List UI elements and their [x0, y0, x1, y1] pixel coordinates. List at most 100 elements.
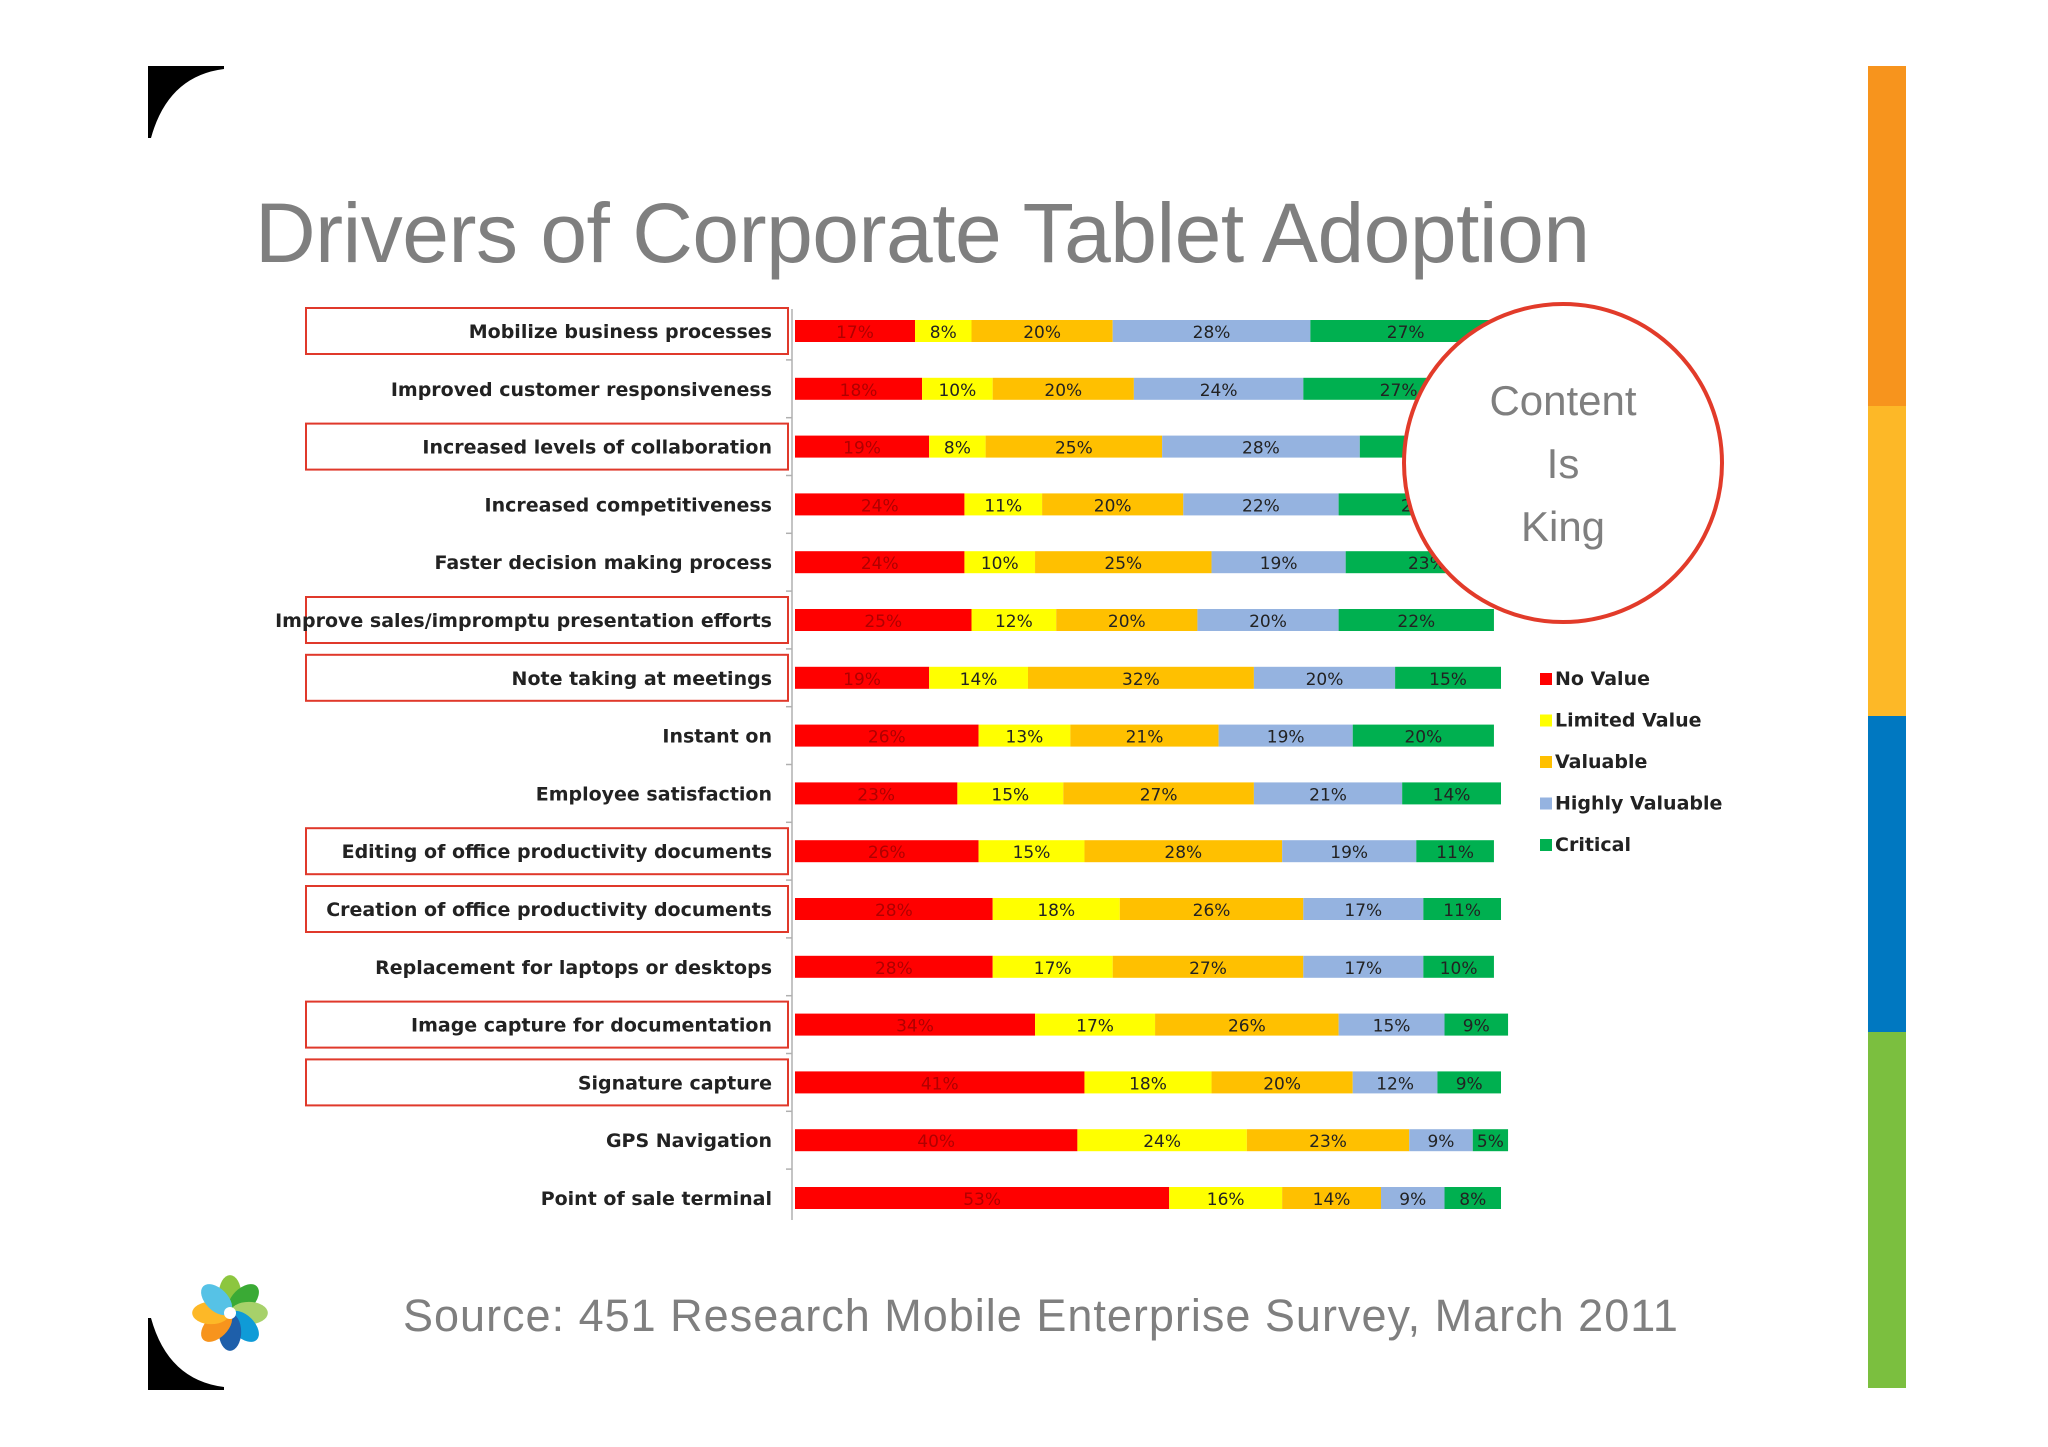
bar-segment: [1084, 840, 1283, 863]
legend-label: Critical: [1555, 834, 1631, 856]
bar-data-label: 15%: [991, 785, 1029, 805]
bar-segment: [1303, 898, 1424, 920]
bar-segment: [1070, 724, 1219, 747]
bar-segment: [1155, 1013, 1339, 1036]
bar-segment: [795, 955, 993, 978]
legend-swatch: [1540, 797, 1552, 810]
slide-title: Drivers of Corporate Tablet Adoption: [255, 186, 1590, 280]
bar-data-label: 41%: [921, 1074, 959, 1094]
bar-segment: [1246, 1129, 1410, 1152]
bar-segment: [795, 1071, 1085, 1094]
callout-line-1: Content: [1489, 376, 1637, 424]
bar-data-label: 24%: [1143, 1132, 1181, 1152]
bar-segment: [971, 609, 1057, 631]
bar-data-label: 8%: [1459, 1190, 1486, 1210]
bar-segment: [985, 435, 1163, 458]
bar-segment: [922, 377, 993, 400]
category-label: Editing of office productivity documents: [342, 841, 772, 863]
bar-segment: [1352, 724, 1494, 747]
legend-label: No Value: [1555, 668, 1650, 690]
bar-segment: [1133, 377, 1304, 400]
category-label: Creation of office productivity document…: [326, 899, 772, 921]
bar-data-label: 8%: [944, 439, 971, 459]
bar-segment: [929, 666, 1028, 689]
bar-data-label: 27%: [1189, 959, 1227, 979]
bar-segment: [1409, 1129, 1473, 1152]
bar-segment: [1035, 1013, 1156, 1036]
bar-data-label: 28%: [875, 959, 913, 979]
bar-data-label: 18%: [1037, 901, 1075, 921]
bar-segment: [1253, 666, 1396, 689]
legend-label: Highly Valuable: [1555, 793, 1722, 815]
bar-data-label: 10%: [1440, 959, 1478, 979]
category-label: Note taking at meetings: [512, 668, 772, 690]
category-label: Faster decision making process: [434, 552, 772, 574]
bar-segment: [1119, 898, 1304, 920]
bar-segment: [1035, 551, 1212, 574]
bar-segment: [1282, 840, 1417, 863]
legend-swatch: [1540, 714, 1552, 727]
bar-segment: [964, 551, 1036, 574]
accent-stripe-orange: [1868, 66, 1906, 406]
bar-segment: [1027, 666, 1254, 689]
bar-segment: [1444, 1013, 1509, 1036]
bar-segment: [1084, 1071, 1212, 1094]
category-label: Point of sale terminal: [541, 1188, 772, 1210]
bar-data-label: 11%: [1443, 901, 1481, 921]
bar-data-label: 32%: [1122, 670, 1160, 690]
bar-data-label: 28%: [1193, 323, 1231, 343]
bar-data-label: 25%: [1104, 554, 1142, 574]
callout-line-3: King: [1520, 502, 1606, 550]
bar-data-label: 20%: [1263, 1074, 1301, 1094]
bar-data-label: 16%: [1207, 1190, 1245, 1210]
highlight-box: [305, 1058, 789, 1107]
callout-line-2: Is: [1546, 439, 1580, 487]
bar-data-label: 10%: [938, 381, 976, 401]
bar-segment: [1169, 1187, 1283, 1209]
bar-data-label: 20%: [1306, 670, 1344, 690]
category-label: Improved customer responsiveness: [391, 379, 772, 401]
accent-stripe-yellow: [1868, 406, 1906, 716]
bar-data-label: 20%: [1094, 496, 1132, 516]
bar-data-label: 14%: [1433, 785, 1471, 805]
bar-segment: [957, 782, 1064, 805]
bar-segment: [795, 724, 979, 747]
bar-data-label: 9%: [1463, 1017, 1490, 1037]
bar-segment: [1197, 609, 1339, 631]
bar-segment: [1338, 1013, 1445, 1036]
bar-segment: [795, 840, 979, 863]
bar-data-label: 27%: [1387, 323, 1425, 343]
bar-data-label: 12%: [1376, 1074, 1414, 1094]
bar-data-label: 13%: [1006, 728, 1044, 748]
highlight-box: [305, 1000, 789, 1049]
bar-data-label: 15%: [1013, 843, 1051, 863]
bar-segment: [1253, 782, 1403, 805]
highlight-box: [305, 827, 789, 876]
accent-stripe-blue: [1868, 716, 1906, 1032]
bar-segment: [795, 320, 916, 342]
bar-data-label: 14%: [960, 670, 998, 690]
bar-segment: [795, 898, 993, 920]
bar-data-label: 10%: [981, 554, 1019, 574]
bar-data-label: 19%: [843, 670, 881, 690]
bar-data-label: 18%: [840, 381, 878, 401]
highlight-box: [305, 653, 789, 702]
bar-data-label: 28%: [1164, 843, 1202, 863]
bar-data-label: 25%: [864, 612, 902, 632]
bar-data-label: 24%: [861, 496, 899, 516]
category-label: Improve sales/impromptu presentation eff…: [275, 610, 772, 632]
bar-data-label: 27%: [1380, 381, 1418, 401]
bar-segment: [795, 1013, 1036, 1036]
category-label: Instant on: [662, 726, 772, 748]
category-label: GPS Navigation: [606, 1130, 772, 1152]
bar-segment: [795, 377, 923, 400]
legend-swatch: [1540, 756, 1552, 768]
bar-segment: [1063, 782, 1254, 805]
bar-segment: [795, 551, 965, 574]
category-label: Image capture for documentation: [411, 1015, 772, 1037]
bar-segment: [795, 1187, 1170, 1209]
bar-data-label: 53%: [963, 1190, 1001, 1210]
bar-segment: [1437, 1071, 1501, 1094]
bar-data-label: 19%: [1330, 843, 1368, 863]
